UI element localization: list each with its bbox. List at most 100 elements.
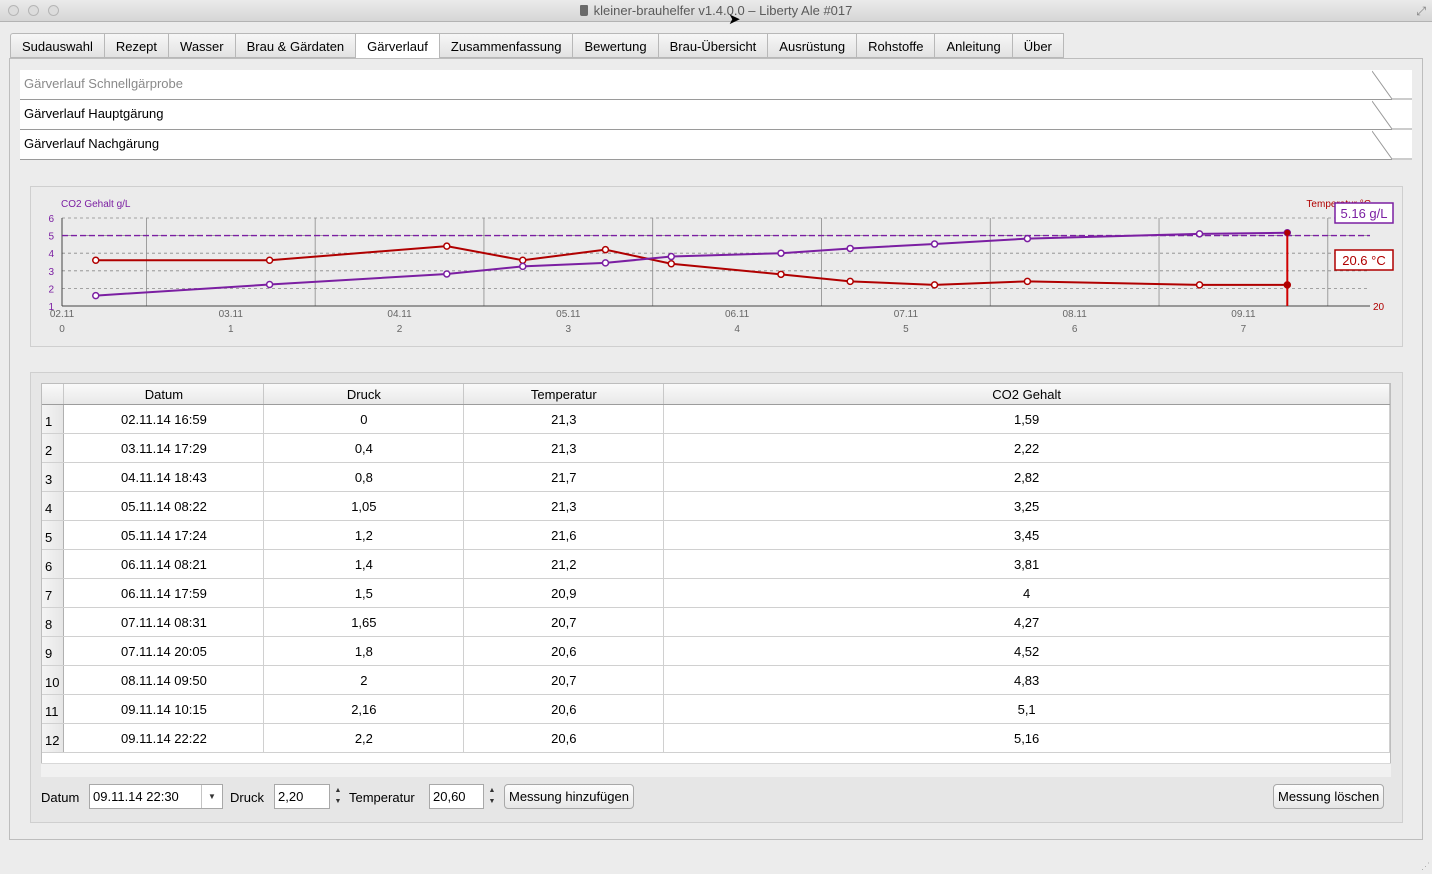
cell-datum[interactable]: 09.11.14 10:15 [63,694,265,724]
cell-co2[interactable]: 1,59 [663,404,1390,434]
temperatur-stepper-icon[interactable]: ▲ ▼ [488,787,496,805]
column-header-temperatur[interactable]: Temperatur [463,384,665,405]
tab-sudauswahl[interactable]: Sudauswahl [10,33,105,58]
table-row[interactable]: 11 09.11.14 10:15 2,16 20,6 5,1 [42,694,1390,724]
table-row[interactable]: 3 04.11.14 18:43 0,8 21,7 2,82 [42,462,1390,492]
cell-temperatur[interactable]: 20,7 [463,607,665,637]
chevron-down-icon[interactable]: ▼ [201,785,222,808]
druck-stepper-icon[interactable]: ▲ ▼ [334,787,342,805]
cell-druck[interactable]: 2,2 [263,723,465,753]
cell-co2[interactable]: 4,83 [663,665,1390,695]
cell-druck[interactable]: 1,65 [263,607,465,637]
cell-datum[interactable]: 02.11.14 16:59 [63,404,265,434]
minimize-window-button[interactable] [28,5,39,16]
tab-rohstoffe[interactable]: Rohstoffe [857,33,936,58]
tab-bewertung[interactable]: Bewertung [573,33,659,58]
add-measurement-button[interactable]: Messung hinzufügen [504,784,634,809]
column-header-druck[interactable]: Druck [263,384,465,405]
cell-temperatur[interactable]: 20,6 [463,694,665,724]
cell-druck[interactable]: 1,5 [263,578,465,608]
tab-brau-gärdaten[interactable]: Brau & Gärdaten [235,33,357,58]
table-row[interactable]: 9 07.11.14 20:05 1,8 20,6 4,52 [42,636,1390,666]
cell-druck[interactable]: 2 [263,665,465,695]
cell-temperatur[interactable]: 21,3 [463,491,665,521]
cell-co2[interactable]: 4 [663,578,1390,608]
table-row[interactable]: 7 06.11.14 17:59 1,5 20,9 4 [42,578,1390,608]
cell-druck[interactable]: 0 [263,404,465,434]
temperatur-spinbox[interactable]: 20,60 ▲ ▼ [429,784,495,809]
row-number[interactable]: 12 [42,723,65,753]
cell-temperatur[interactable]: 21,7 [463,462,665,492]
cell-co2[interactable]: 4,52 [663,636,1390,666]
cell-temperatur[interactable]: 20,7 [463,665,665,695]
cell-co2[interactable]: 3,25 [663,491,1390,521]
cell-temperatur[interactable]: 21,3 [463,404,665,434]
row-number[interactable]: 3 [42,462,65,492]
cell-temperatur[interactable]: 21,2 [463,549,665,579]
cell-datum[interactable]: 06.11.14 17:59 [63,578,265,608]
cell-co2[interactable]: 4,27 [663,607,1390,637]
cell-druck[interactable]: 2,16 [263,694,465,724]
row-number[interactable]: 5 [42,520,65,550]
tab-zusammenfassung[interactable]: Zusammenfassung [439,33,574,58]
row-number[interactable]: 6 [42,549,65,579]
column-header-co2[interactable]: CO2 Gehalt [663,384,1390,405]
tab-rezept[interactable]: Rezept [104,33,170,58]
cell-temperatur[interactable]: 20,6 [463,723,665,753]
cell-druck[interactable]: 0,8 [263,462,465,492]
tab-brau-übersicht[interactable]: Brau-Übersicht [658,33,769,58]
cell-druck[interactable]: 1,2 [263,520,465,550]
table-row[interactable]: 1 02.11.14 16:59 0 21,3 1,59 [42,404,1390,434]
tab-anleitung[interactable]: Anleitung [935,33,1013,58]
cell-datum[interactable]: 05.11.14 17:24 [63,520,265,550]
column-header-datum[interactable]: Datum [63,384,265,405]
row-number[interactable]: 9 [42,636,65,666]
table-row[interactable]: 4 05.11.14 08:22 1,05 21,3 3,25 [42,491,1390,521]
row-number[interactable]: 10 [42,665,65,695]
datum-combobox[interactable]: 09.11.14 22:30 ▼ [89,784,223,809]
row-number[interactable]: 11 [42,694,65,724]
cell-datum[interactable]: 04.11.14 18:43 [63,462,265,492]
row-number[interactable]: 8 [42,607,65,637]
section-schnellgaerprobe[interactable]: Gärverlauf Schnellgärprobe [20,70,1412,100]
row-number[interactable]: 4 [42,491,65,521]
cell-datum[interactable]: 05.11.14 08:22 [63,491,265,521]
cell-co2[interactable]: 3,81 [663,549,1390,579]
cell-co2[interactable]: 3,45 [663,520,1390,550]
tab-wasser[interactable]: Wasser [169,33,236,58]
cell-temperatur[interactable]: 21,6 [463,520,665,550]
cell-temperatur[interactable]: 21,3 [463,433,665,463]
cell-co2[interactable]: 5,16 [663,723,1390,753]
zoom-window-button[interactable] [48,5,59,16]
druck-spinbox[interactable]: 2,20 ▲ ▼ [274,784,341,809]
tab-über[interactable]: Über [1012,33,1064,58]
row-number[interactable]: 1 [42,404,65,434]
fullscreen-icon[interactable]: ⤢ [1416,4,1426,18]
cell-druck[interactable]: 1,05 [263,491,465,521]
cell-druck[interactable]: 0,4 [263,433,465,463]
cell-co2[interactable]: 5,1 [663,694,1390,724]
tab-ausrüstung[interactable]: Ausrüstung [768,33,858,58]
cell-datum[interactable]: 08.11.14 09:50 [63,665,265,695]
cell-temperatur[interactable]: 20,9 [463,578,665,608]
delete-measurement-button[interactable]: Messung löschen [1273,784,1385,809]
resize-grip-icon[interactable]: ⋰ [1421,861,1430,871]
cell-datum[interactable]: 09.11.14 22:22 [63,723,265,753]
row-number[interactable]: 7 [42,578,65,608]
cell-datum[interactable]: 06.11.14 08:21 [63,549,265,579]
cell-datum[interactable]: 03.11.14 17:29 [63,433,265,463]
cell-datum[interactable]: 07.11.14 08:31 [63,607,265,637]
tab-gärverlauf[interactable]: Gärverlauf [356,33,440,59]
table-row[interactable]: 5 05.11.14 17:24 1,2 21,6 3,45 [42,520,1390,550]
table-row[interactable]: 6 06.11.14 08:21 1,4 21,2 3,81 [42,549,1390,579]
table-row[interactable]: 12 09.11.14 22:22 2,2 20,6 5,16 [42,723,1390,753]
table-row[interactable]: 10 08.11.14 09:50 2 20,7 4,83 [42,665,1390,695]
cell-co2[interactable]: 2,82 [663,462,1390,492]
section-nachgaerung[interactable]: Gärverlauf Nachgärung [20,130,1412,160]
close-window-button[interactable] [8,5,19,16]
section-hauptgaerung[interactable]: Gärverlauf Hauptgärung [20,100,1412,130]
cell-druck[interactable]: 1,4 [263,549,465,579]
table-row[interactable]: 8 07.11.14 08:31 1,65 20,7 4,27 [42,607,1390,637]
cell-temperatur[interactable]: 20,6 [463,636,665,666]
cell-co2[interactable]: 2,22 [663,433,1390,463]
